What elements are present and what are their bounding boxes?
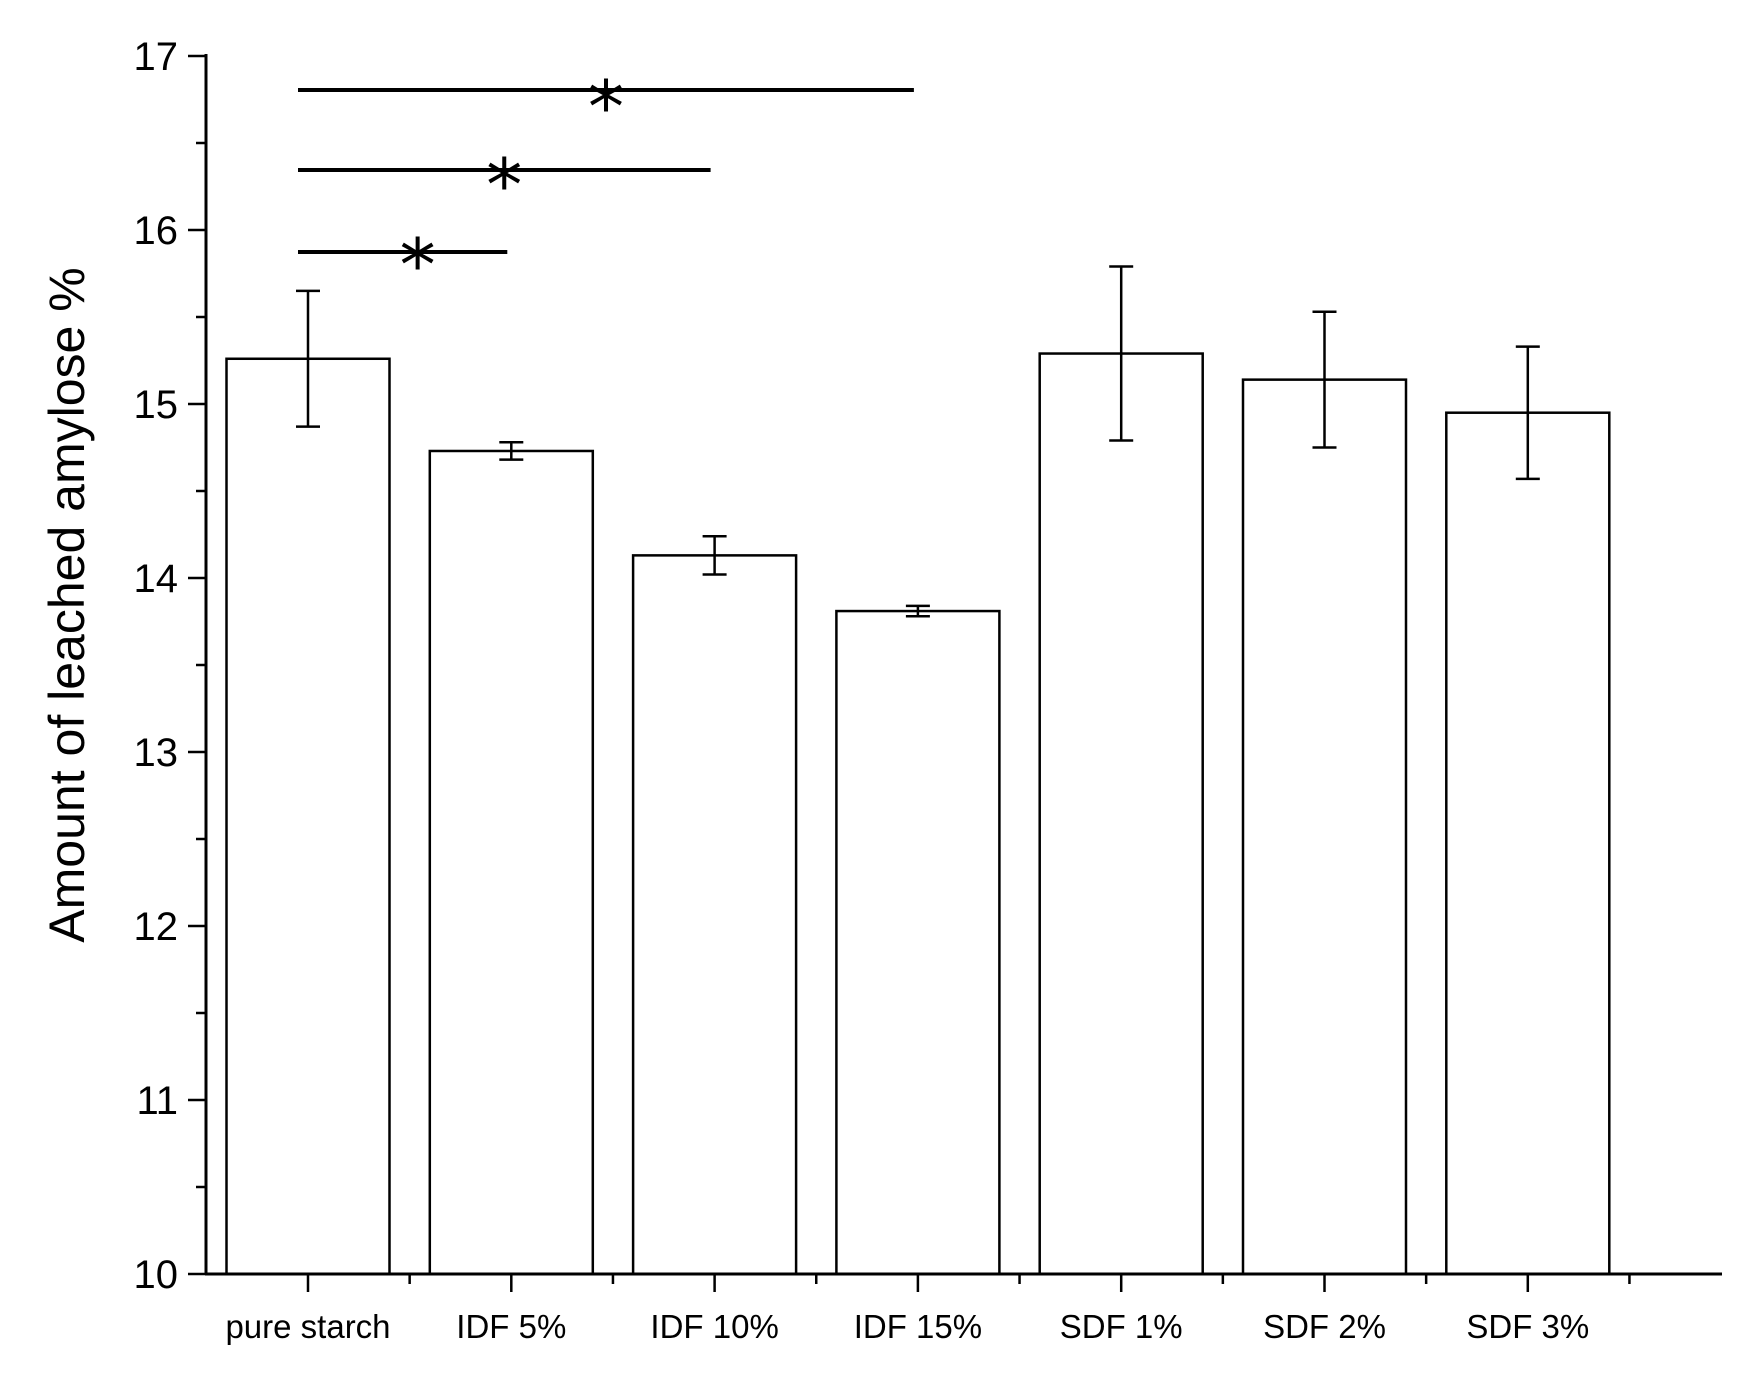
significance-star: *	[588, 65, 624, 149]
error-bar	[1515, 345, 1540, 481]
x-tick-label: pure starch	[225, 1308, 390, 1345]
significance-star: *	[486, 143, 522, 227]
bar	[1241, 378, 1408, 1276]
y-tick-label: 16	[134, 209, 179, 253]
bars-group	[225, 352, 1611, 1276]
y-tick-label: 11	[136, 1079, 178, 1123]
bar	[835, 609, 1001, 1276]
x-tick-label: SDF 1%	[1060, 1308, 1183, 1345]
error-bar	[499, 441, 524, 461]
x-tick-label: IDF 5%	[456, 1308, 566, 1345]
bar	[631, 554, 798, 1276]
y-tick-label: 15	[134, 383, 179, 427]
x-tick-label: SDF 2%	[1263, 1308, 1386, 1345]
y-tick-label: 12	[134, 905, 179, 949]
significance-bracket: *	[298, 65, 914, 149]
y-tick-label: 14	[134, 557, 179, 601]
error-bar	[1109, 265, 1134, 442]
significance-star: *	[400, 223, 436, 307]
error-bar	[1312, 310, 1337, 449]
significance-bracket: *	[298, 143, 711, 227]
y-tick-label: 10	[134, 1253, 179, 1297]
error-bars-group	[296, 265, 1540, 618]
axes-group: 10 11 12 13 14 15 16 17 pure starch IDF 5% IDF 10%…	[134, 35, 1722, 1345]
y-axis-label: Amount of leached amylose %	[39, 267, 95, 942]
bar	[225, 357, 391, 1276]
y-tick-label: 13	[134, 731, 179, 775]
bar	[1038, 352, 1204, 1276]
significance-bracket: *	[298, 223, 508, 307]
error-bar	[296, 289, 320, 428]
bar	[1445, 411, 1611, 1276]
x-tick-label: IDF 10%	[650, 1308, 778, 1345]
error-bar	[905, 604, 930, 618]
y-tick-label: 17	[134, 35, 179, 79]
error-bar	[702, 534, 727, 576]
significance-group: * * *	[298, 65, 914, 307]
x-tick-label: SDF 3%	[1466, 1308, 1589, 1345]
bar	[428, 449, 595, 1276]
x-tick-label: IDF 15%	[854, 1308, 982, 1345]
